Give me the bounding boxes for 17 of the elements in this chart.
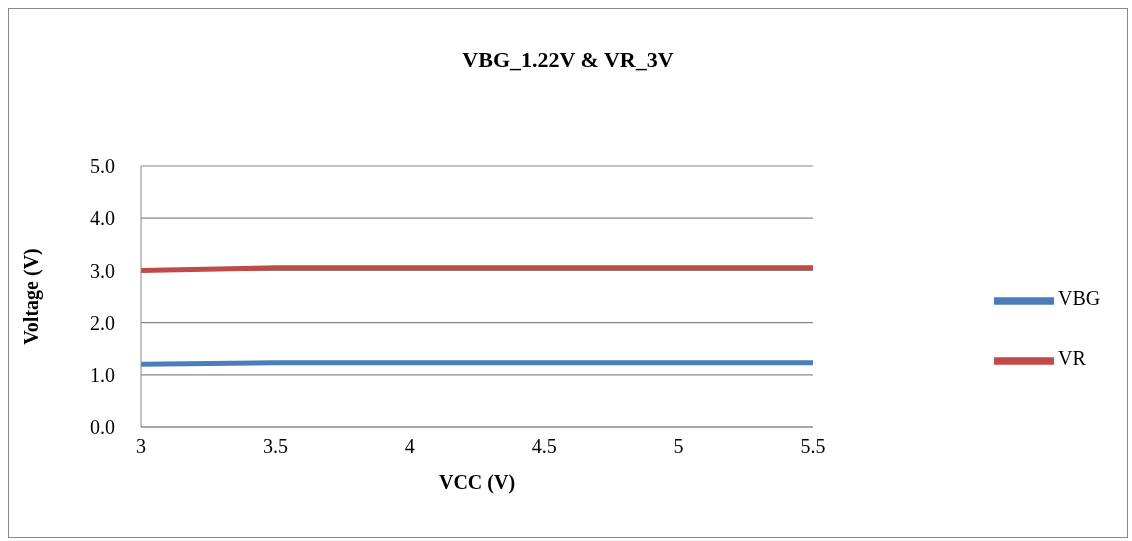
x-tick-label: 3	[136, 435, 146, 458]
y-tick-label: 1.0	[90, 363, 115, 386]
x-tick-label: 4.5	[531, 435, 557, 458]
x-tick-label: 3.5	[262, 435, 288, 458]
legend-label: VBG	[1058, 286, 1101, 309]
x-tick-label: 5.5	[800, 435, 826, 458]
legend-label: VR	[1058, 346, 1086, 369]
x-tick-label: 5	[673, 435, 684, 458]
x-axis-title: VCC (V)	[438, 471, 516, 494]
y-tick-label: 2.0	[90, 311, 115, 334]
y-tick-label: 3.0	[90, 259, 115, 282]
x-tick-label: 4	[404, 435, 415, 458]
y-tick-label: 4.0	[90, 207, 115, 230]
y-tick-label: 0.0	[90, 416, 115, 439]
y-axis-title: Voltage (V)	[20, 248, 44, 345]
chart-title: VBG_1.22V & VR_3V	[461, 47, 675, 73]
y-tick-label: 5.0	[90, 155, 115, 178]
